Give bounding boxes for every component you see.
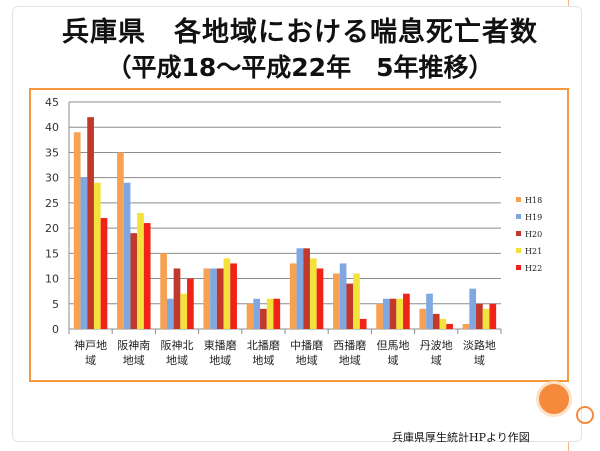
bar (303, 248, 310, 329)
legend-swatch (516, 197, 521, 202)
y-tick-label: 0 (52, 323, 59, 336)
decorative-circle-outline (576, 406, 594, 424)
category-label: 阪神南 (117, 338, 150, 352)
bar (439, 318, 447, 329)
category-label: 神戸地 (74, 338, 107, 352)
source-note: 兵庫県厚生統計HPより作図 (392, 431, 530, 444)
bar (419, 308, 427, 329)
bar (123, 182, 131, 329)
bar (339, 263, 347, 329)
category-label: 地域 (166, 354, 188, 367)
bar (396, 298, 404, 329)
y-tick-label: 5 (52, 298, 59, 311)
bar (187, 278, 194, 329)
bar (137, 212, 144, 329)
bar (260, 308, 267, 329)
category-label: 域 (474, 354, 485, 367)
y-tick-label: 15 (45, 247, 59, 260)
bar (389, 298, 397, 329)
bar (376, 303, 383, 329)
y-tick-label: 20 (45, 222, 59, 235)
bar (346, 283, 354, 329)
bar (462, 323, 470, 329)
y-tick-label: 35 (45, 146, 59, 159)
legend-swatch (516, 231, 521, 236)
bar (143, 223, 151, 329)
legend-label: H21 (525, 247, 542, 256)
bar (382, 298, 390, 329)
legend-swatch (516, 248, 521, 253)
bar (482, 308, 490, 329)
bar (403, 293, 410, 329)
bar (180, 293, 188, 329)
bar (489, 303, 497, 329)
slide-title: 兵庫県 各地域における喘息死亡者数 (62, 17, 538, 48)
category-label: 地域 (296, 354, 318, 367)
bar (117, 152, 124, 329)
bar (432, 313, 440, 329)
legend-swatch (516, 214, 521, 219)
legend-label: H22 (525, 264, 542, 273)
category-label: 地域 (339, 354, 361, 367)
category-label: 丹波地 (420, 339, 453, 352)
bar (246, 303, 254, 329)
legend-label: H20 (525, 230, 542, 239)
bar (230, 263, 237, 329)
category-label: 北播磨 (247, 338, 280, 352)
category-label: 域 (85, 354, 96, 367)
bar (173, 268, 181, 329)
bar (80, 177, 88, 329)
bar (223, 258, 231, 329)
category-label: 地域 (123, 354, 145, 367)
bar (316, 268, 324, 329)
category-label: 域 (388, 354, 399, 367)
bar (160, 253, 167, 329)
y-tick-label: 10 (45, 273, 59, 286)
bar (87, 117, 94, 329)
category-label: 東播磨 (204, 338, 237, 352)
bar (333, 273, 340, 329)
bar (289, 263, 297, 329)
y-tick-label: 30 (45, 172, 59, 185)
y-tick-label: 45 (45, 96, 59, 109)
y-tick-label: 25 (45, 197, 59, 210)
bar (253, 298, 261, 329)
bar (359, 318, 367, 329)
slide-subtitle: （平成18～平成22年 5年推移） (106, 53, 494, 82)
category-label: 但馬地 (377, 339, 410, 352)
category-label: 淡路地 (463, 339, 496, 352)
decorative-circle-filled (536, 381, 572, 417)
bar (353, 273, 360, 329)
bar (166, 298, 174, 329)
category-label: 阪神北 (161, 338, 194, 352)
bar (273, 298, 281, 329)
bar (296, 248, 304, 329)
bar (73, 132, 81, 329)
category-label: 中播磨 (290, 338, 323, 352)
bar (309, 258, 317, 329)
category-label: 地域 (252, 354, 274, 367)
bar (476, 303, 483, 329)
category-label: 地域 (209, 354, 231, 367)
legend-label: H18 (525, 196, 542, 205)
bar (216, 268, 224, 329)
bar (100, 218, 108, 329)
legend-label: H19 (525, 213, 542, 222)
bar (446, 323, 453, 329)
bar (93, 182, 101, 329)
bar (130, 233, 138, 329)
bar (210, 268, 217, 329)
y-tick-label: 40 (45, 121, 59, 134)
chart-container: 0 5 10 15 20 25 30 35 40 45 神戸地域 阪神南地域 阪神北地域 東播磨地域 北播磨… (29, 88, 569, 382)
category-label: 西播磨 (333, 338, 366, 352)
category-label: 域 (431, 354, 442, 367)
bar (203, 268, 211, 329)
legend-swatch (516, 265, 521, 270)
bar (266, 298, 274, 329)
bar (469, 288, 477, 329)
bar (426, 293, 433, 329)
